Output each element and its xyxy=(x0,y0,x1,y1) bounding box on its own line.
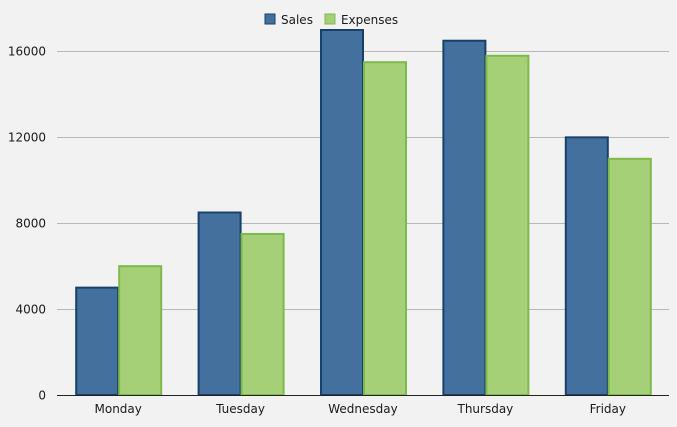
x-tick-label: Thursday xyxy=(456,402,513,416)
legend-label-sales: Sales xyxy=(281,13,313,27)
y-axis-tick-labels: 0 4000 8000 12000 16000 xyxy=(8,45,46,403)
legend: Sales Expenses xyxy=(264,13,398,27)
bar-expenses-tuesday xyxy=(240,232,285,396)
x-tick-label: Tuesday xyxy=(215,402,265,416)
x-tick-label: Friday xyxy=(590,402,626,416)
legend-swatch-expenses xyxy=(324,13,336,25)
bar-sales-wednesday xyxy=(320,29,364,396)
x-tick-label: Wednesday xyxy=(328,402,397,416)
bar-expenses-thursday xyxy=(485,54,530,396)
legend-label-expenses: Expenses xyxy=(341,13,398,27)
y-tick-label: 8000 xyxy=(15,217,46,231)
bar-expenses-wednesday xyxy=(363,61,407,397)
bar-sales-tuesday xyxy=(197,211,242,396)
bar-sales-thursday xyxy=(442,39,487,397)
y-tick-label: 12000 xyxy=(8,131,46,145)
y-tick-label: 4000 xyxy=(15,303,46,317)
legend-swatch-sales xyxy=(264,13,276,25)
bar-sales-monday xyxy=(75,286,120,397)
x-axis-tick-labels: Monday Tuesday Wednesday Thursday Friday xyxy=(95,402,626,416)
x-tick-label: Monday xyxy=(95,402,142,416)
bar-expenses-monday xyxy=(118,265,163,397)
y-tick-label: 16000 xyxy=(8,45,46,59)
bar-expenses-friday xyxy=(607,157,652,396)
y-tick-label: 0 xyxy=(38,389,46,403)
bar-sales-friday xyxy=(564,136,609,396)
bars xyxy=(75,29,652,397)
